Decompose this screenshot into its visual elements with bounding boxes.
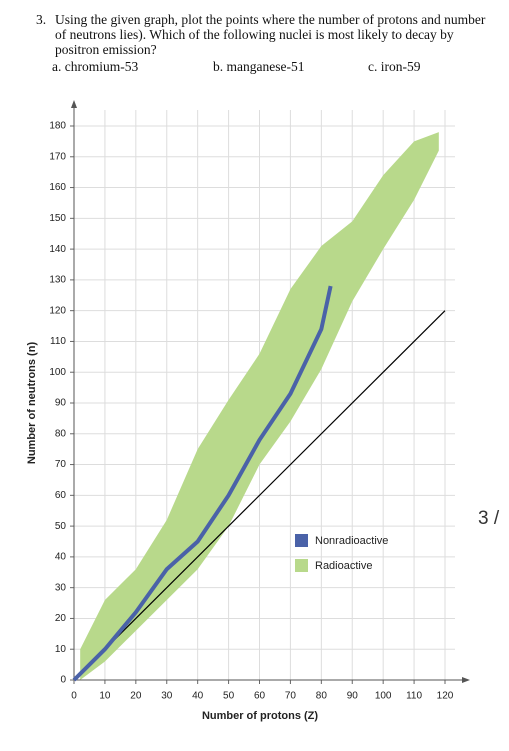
y-tick-label: 0 — [60, 675, 66, 686]
legend-label: Radioactive — [315, 560, 372, 572]
legend-swatch — [295, 559, 308, 572]
y-tick-label: 10 — [55, 644, 67, 655]
y-tick-label: 80 — [55, 428, 67, 439]
y-tick-label: 70 — [55, 459, 67, 470]
y-tick-label: 40 — [55, 552, 67, 563]
x-tick-label: 80 — [316, 691, 328, 702]
y-tick-label: 50 — [55, 521, 67, 532]
legend-swatch — [295, 534, 308, 547]
arrow — [462, 677, 470, 683]
option: b. manganese-51 — [213, 59, 305, 74]
question-number: 3. — [36, 12, 47, 27]
x-tick-label: 20 — [130, 691, 142, 702]
x-tick-label: 0 — [71, 691, 77, 702]
y-tick-label: 150 — [49, 213, 66, 224]
x-tick-label: 110 — [406, 691, 422, 702]
y-axis-label: Number of neutrons (n) — [26, 342, 38, 465]
y-tick-label: 20 — [55, 613, 67, 624]
y-tick-label: 170 — [49, 151, 66, 162]
x-tick-label: 100 — [375, 691, 392, 702]
x-tick-label: 30 — [161, 691, 173, 702]
x-axis-label: Number of protons (Z) — [202, 710, 318, 722]
y-tick-label: 160 — [49, 182, 66, 193]
y-tick-label: 60 — [55, 490, 67, 501]
x-tick-label: 120 — [437, 691, 454, 702]
y-tick-label: 180 — [49, 121, 66, 132]
option: c. iron-59 — [368, 59, 421, 74]
x-tick-label: 50 — [223, 691, 235, 702]
y-tick-label: 130 — [49, 275, 66, 286]
stable-nuclei-line — [72, 285, 333, 682]
stability-band — [80, 132, 439, 681]
x-tick-label: 60 — [254, 691, 266, 702]
x-tick-label: 70 — [285, 691, 297, 702]
x-tick-label: 40 — [192, 691, 204, 702]
y-tick-label: 140 — [49, 244, 66, 255]
y-tick-label: 100 — [49, 367, 66, 378]
x-tick-label: 10 — [99, 691, 111, 702]
y-tick-label: 30 — [55, 582, 67, 593]
y-tick-label: 110 — [50, 336, 66, 347]
arrow — [71, 100, 77, 108]
page-marker: 3 / — [478, 508, 500, 529]
legend-label: Nonradioactive — [315, 535, 388, 547]
question-text: Using the given graph, plot the points w… — [55, 12, 486, 57]
y-tick-label: 120 — [49, 305, 66, 316]
x-tick-label: 90 — [347, 691, 359, 702]
reference-line — [73, 310, 446, 681]
y-tick-label: 90 — [55, 398, 67, 409]
option: a. chromium-53 — [52, 59, 139, 74]
